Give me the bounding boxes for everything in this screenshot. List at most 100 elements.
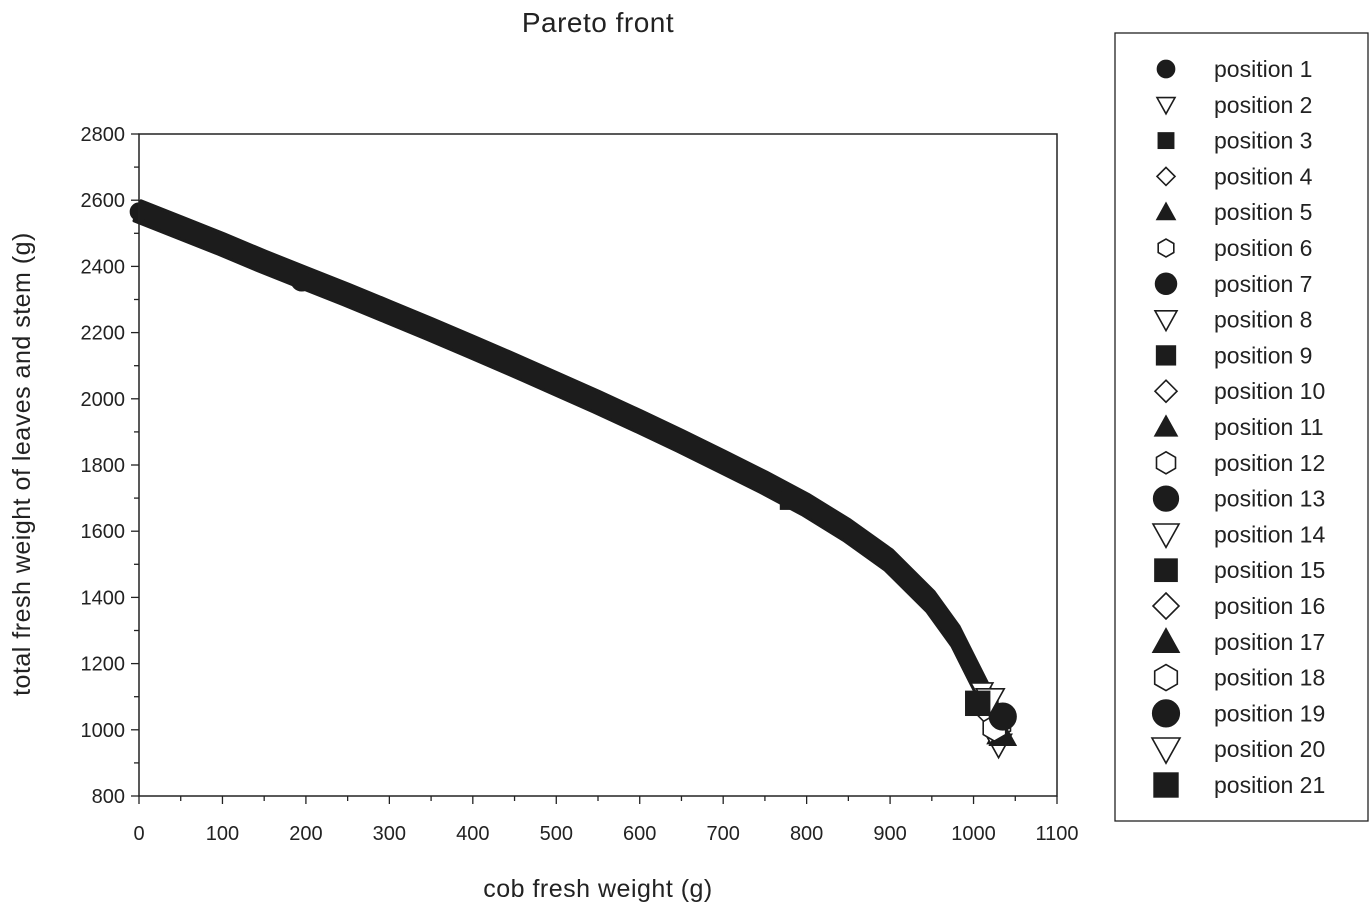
- legend-label: position 6: [1214, 235, 1312, 261]
- legend-marker-13: [1152, 485, 1180, 512]
- legend-marker-9: [1155, 345, 1177, 366]
- legend-marker-12: [1155, 450, 1177, 475]
- legend-entry: position 17: [1151, 627, 1325, 655]
- x-tick-label: 800: [790, 823, 823, 845]
- legend-label: position 20: [1214, 736, 1325, 762]
- legend-marker-11: [1153, 414, 1179, 437]
- y-tick-label: 1600: [81, 521, 126, 543]
- marker-position-19: [988, 702, 1017, 731]
- y-tick-label: 800: [92, 786, 125, 808]
- legend-label: position 15: [1214, 557, 1325, 583]
- legend-label: position 7: [1214, 271, 1312, 297]
- legend-label: position 9: [1214, 342, 1312, 368]
- plot-frame: [138, 133, 1058, 797]
- x-tick-label: 900: [873, 823, 906, 845]
- legend-entry: position 19: [1151, 699, 1325, 728]
- legend-entry: position 2: [1155, 92, 1312, 118]
- legend-entry: position 7: [1154, 271, 1312, 297]
- legend-label: position 4: [1214, 163, 1313, 189]
- legend-entry: position 10: [1153, 378, 1325, 404]
- x-tick-label: 400: [456, 823, 489, 845]
- legend-entry: position 14: [1151, 521, 1325, 550]
- y-tick-label: 1000: [81, 720, 126, 742]
- y-tick-label: 2000: [81, 389, 126, 411]
- marker-position-21: [965, 690, 991, 717]
- legend-label: position 21: [1214, 772, 1325, 798]
- x-tick-label: 0: [133, 823, 144, 845]
- legend-marker-15: [1154, 558, 1178, 583]
- legend-entry: position 8: [1153, 307, 1312, 333]
- y-tick-label: 1400: [81, 587, 126, 609]
- legend-marker-6: [1157, 238, 1175, 258]
- legend-label: position 19: [1214, 700, 1325, 726]
- legend-entry: position 3: [1157, 128, 1312, 154]
- legend-marker-10: [1153, 379, 1179, 404]
- y-tick-label: 2800: [81, 124, 126, 146]
- legend-marker-3: [1157, 132, 1175, 150]
- x-tick-label: 200: [289, 823, 322, 845]
- legend-entry: position 21: [1153, 772, 1325, 798]
- axes: 0 100 200 300 400 500 600 700 800 900 1000 1100 800 1…: [81, 124, 1079, 845]
- legend-label: position 14: [1214, 521, 1325, 547]
- plot-area: [129, 199, 1018, 760]
- legend-label: position 12: [1214, 450, 1325, 476]
- legend-marker-19: [1151, 699, 1181, 728]
- legend-marker-14: [1151, 523, 1181, 550]
- x-axis-title: cob fresh weight (g): [483, 875, 713, 903]
- legend-label: position 11: [1214, 414, 1324, 440]
- legend-box: [1114, 32, 1369, 822]
- x-tick-label: 1000: [951, 823, 996, 845]
- legend-marker-21: [1153, 772, 1179, 798]
- chart-title: Pareto front: [522, 7, 674, 38]
- y-tick-label: 2200: [81, 323, 126, 345]
- legend-label: position 1: [1214, 56, 1312, 82]
- legend-entry: position 16: [1151, 591, 1325, 621]
- pareto-front-band: [132, 199, 1007, 746]
- legend-entry: position 18: [1153, 663, 1325, 692]
- legend-marker-5: [1155, 201, 1177, 221]
- legend-marker-17: [1151, 627, 1181, 654]
- legend-entry: position 9: [1155, 342, 1312, 368]
- legend-marker-4: [1155, 166, 1177, 187]
- x-tick-label: 600: [623, 823, 656, 845]
- legend: position 1 position 2 position 3 position 4…: [1114, 32, 1369, 822]
- legend-marker-7: [1154, 272, 1178, 296]
- legend-entry: position 4: [1155, 163, 1313, 189]
- legend-label: position 13: [1214, 486, 1325, 512]
- marker-position-7: [290, 269, 313, 292]
- legend-label: position 5: [1214, 199, 1312, 225]
- legend-entry: position 11: [1153, 414, 1324, 440]
- legend-entry: position 1: [1156, 56, 1312, 82]
- legend-entry: position 5: [1155, 199, 1312, 225]
- x-tick-label: 300: [373, 823, 406, 845]
- y-tick-label: 2400: [81, 256, 126, 278]
- legend-marker-8: [1153, 309, 1179, 333]
- legend-label: position 17: [1214, 629, 1325, 655]
- y-tick-label: 1800: [81, 455, 126, 477]
- legend-label: position 10: [1214, 378, 1325, 404]
- legend-marker-1: [1156, 59, 1176, 79]
- x-tick-label: 1100: [1035, 823, 1078, 845]
- legend-marker-2: [1155, 96, 1177, 116]
- marker-position-9: [779, 489, 801, 510]
- x-tick-label: 100: [206, 823, 239, 845]
- legend-entry: position 6: [1157, 235, 1312, 261]
- legend-entry: position 12: [1155, 450, 1325, 476]
- legend-marker-18: [1153, 663, 1179, 692]
- legend-marker-20: [1150, 737, 1182, 765]
- legend-entry: position 20: [1150, 736, 1325, 765]
- legend-label: position 8: [1214, 307, 1312, 333]
- legend-entry: position 15: [1154, 557, 1325, 583]
- legend-label: position 3: [1214, 128, 1312, 154]
- y-tick-label: 2600: [81, 190, 126, 212]
- legend-label: position 18: [1214, 665, 1325, 691]
- legend-marker-16: [1151, 591, 1181, 621]
- x-tick-label: 500: [540, 823, 573, 845]
- x-tick-label: 700: [706, 823, 739, 845]
- legend-entry: position 13: [1152, 485, 1325, 512]
- legend-label: position 16: [1214, 593, 1325, 619]
- y-tick-label: 1200: [81, 654, 126, 676]
- y-axis-title: total fresh weight of leaves and stem (g…: [8, 232, 36, 696]
- legend-label: position 2: [1214, 92, 1312, 118]
